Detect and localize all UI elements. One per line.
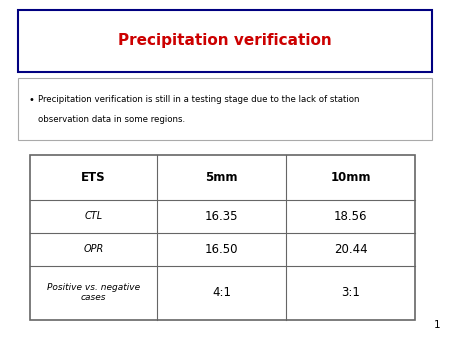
Text: observation data in some regions.: observation data in some regions. (38, 116, 185, 124)
Text: 20.44: 20.44 (334, 243, 367, 256)
Text: 5mm: 5mm (205, 171, 238, 184)
Text: Positive vs. negative
cases: Positive vs. negative cases (47, 283, 140, 303)
Text: 16.50: 16.50 (205, 243, 238, 256)
Text: 10mm: 10mm (330, 171, 371, 184)
Bar (18, 78, 432, 140)
Bar (30, 155, 415, 320)
Text: 16.35: 16.35 (205, 210, 238, 222)
Bar (18, 10, 432, 72)
Text: 3:1: 3:1 (341, 286, 360, 299)
Text: Precipitation verification is still in a testing stage due to the lack of statio: Precipitation verification is still in a… (38, 96, 360, 104)
Text: 18.56: 18.56 (334, 210, 367, 222)
Text: 1: 1 (433, 320, 440, 330)
Text: ETS: ETS (81, 171, 106, 184)
Text: 4:1: 4:1 (212, 286, 231, 299)
Text: CTL: CTL (85, 211, 103, 221)
Text: OPR: OPR (83, 244, 104, 254)
Text: Precipitation verification: Precipitation verification (118, 33, 332, 48)
Text: •: • (28, 95, 34, 105)
